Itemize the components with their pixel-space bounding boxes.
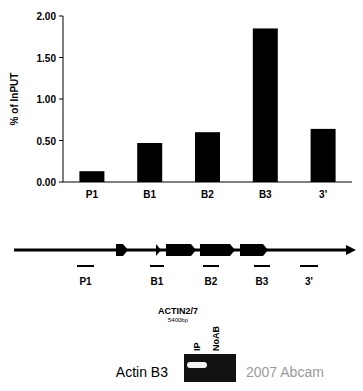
exon: [240, 244, 268, 256]
x-tick-label: B3: [259, 189, 272, 200]
y-tick-label: 0.00: [37, 177, 57, 188]
exon: [166, 244, 196, 256]
bar: [311, 129, 336, 182]
amplicon-label: 3': [305, 276, 313, 287]
lane-label: NoAB: [211, 326, 221, 351]
bar: [137, 143, 162, 182]
amplicon: [203, 265, 219, 267]
amplicon-label: B3: [256, 276, 269, 287]
x-tick-label: B1: [143, 189, 156, 200]
exon: [116, 244, 128, 256]
bar: [79, 171, 104, 182]
y-tick: [59, 140, 63, 141]
exon: [200, 244, 235, 256]
amplicon: [77, 265, 94, 267]
amplicon-label: B1: [151, 276, 164, 287]
band: [187, 362, 207, 368]
y-axis-label: % of InPUT: [9, 73, 20, 126]
gene-length: 5400bp: [168, 317, 189, 323]
gel: [184, 354, 236, 382]
gene-arrowhead: [346, 245, 356, 255]
amplicon: [254, 265, 270, 267]
gene-name: ACTIN2/7: [158, 306, 198, 316]
y-tick: [59, 16, 63, 17]
exon: [156, 244, 161, 256]
x-tick-label: P1: [86, 189, 99, 200]
figure: 0.00 0.50 1.00 1.50 2.00 % of InPUT P1 B1 B2 B3 3'…: [0, 0, 363, 391]
y-tick: [59, 57, 63, 58]
y-tick: [59, 99, 63, 100]
gel-label: Actin B3: [116, 364, 168, 380]
watermark: 2007 Abcam: [246, 364, 324, 380]
lane-label: IP: [192, 342, 202, 351]
amplicon-label: P1: [79, 276, 92, 287]
y-tick-label: 1.00: [37, 94, 57, 105]
y-tick-label: 1.50: [37, 53, 57, 64]
y-tick-label: 0.50: [37, 136, 57, 147]
amplicon-label: B2: [205, 276, 218, 287]
x-tick-label: B2: [201, 189, 214, 200]
bar: [253, 28, 278, 182]
amplicon: [300, 265, 318, 267]
y-tick: [59, 182, 63, 183]
x-tick-label: 3': [319, 189, 327, 200]
bar: [195, 132, 220, 182]
amplicon: [150, 265, 164, 267]
bars: [79, 28, 335, 182]
y-tick-label: 2.00: [37, 11, 57, 22]
